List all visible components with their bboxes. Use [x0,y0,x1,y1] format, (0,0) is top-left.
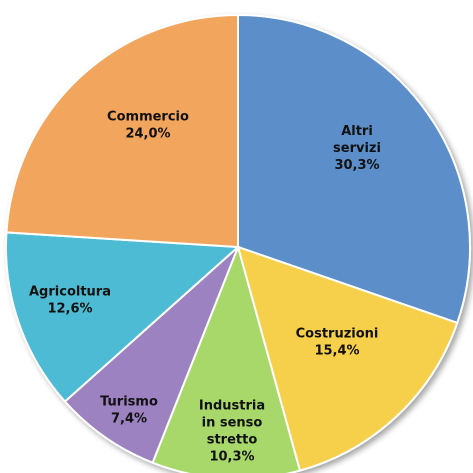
slice-category-label-3: Turismo [100,395,158,410]
slice-value-label-1: 15,4% [314,344,359,359]
slice-category-label-1: Costruzioni [296,327,379,342]
slice-category-label-0: Altri [341,124,373,139]
slice-category-label-2: Industria [199,399,265,414]
slice-category-label-4: Agricoltura [29,285,111,300]
pie-slice-4 [5,231,241,403]
slice-value-label-2: 10,3% [209,450,254,465]
pie-slice-1 [236,245,459,472]
pie-slice-5 [5,13,239,249]
slice-value-label-0: 30,3% [334,158,379,173]
slice-category-label-2: stretto [207,433,258,448]
slice-category-label-5: Commercio [107,110,189,125]
pie-slices [5,13,471,473]
pie-slice-3 [63,246,239,465]
pie-labels: Altri servizi 30,3% Costruzioni 15,4% Industr… [29,110,381,465]
slice-value-label-3: 7,4% [111,412,147,427]
slice-value-label-4: 12,6% [47,302,92,317]
slice-value-label-5: 24,0% [125,127,170,142]
pie-slice-0 [237,13,471,325]
slice-category-label-0: servizi [333,141,381,156]
slice-category-label-2: in senso [202,416,263,431]
